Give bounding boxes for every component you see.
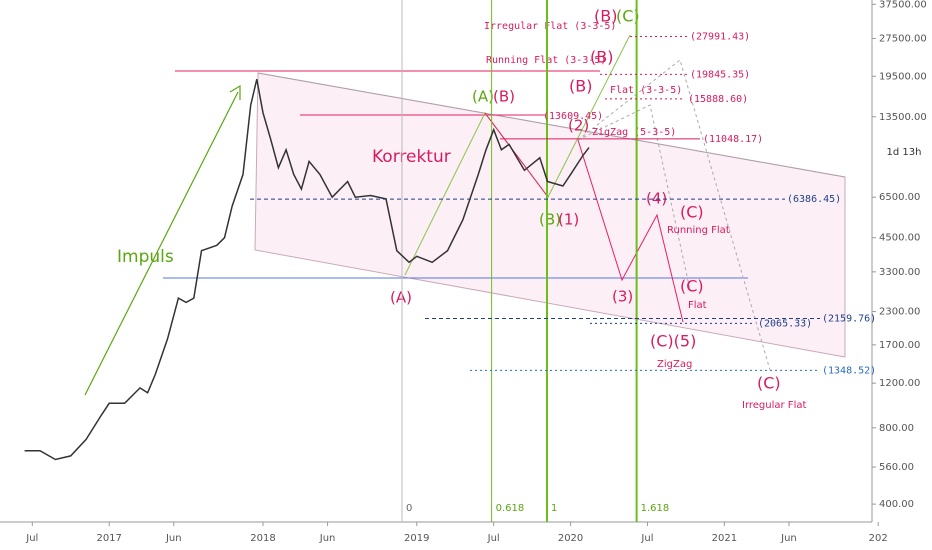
level-label: (13609.45): [543, 111, 603, 122]
projection-alt: [577, 59, 771, 371]
fib-label: 1.618: [641, 503, 670, 514]
x-tick-label: 2018: [250, 533, 275, 544]
y-tick-label: 560.00: [879, 462, 914, 473]
annotation: (A): [472, 88, 494, 106]
x-tick-label: Jul: [25, 533, 38, 544]
y-tick-label: 37500.00: [879, 0, 927, 10]
level-label: (2065.33): [758, 318, 812, 329]
annotation: (A): [390, 289, 412, 307]
x-tick-label: Jun: [319, 533, 336, 544]
annotation: (C): [680, 203, 704, 222]
level-label: (1348.52): [822, 365, 876, 376]
annotation: (B): [569, 77, 592, 96]
impuls-arrow: [84, 91, 239, 396]
annotation: (B): [539, 211, 561, 229]
level-label: (27991.43): [690, 32, 750, 43]
y-tick-label: 1200.00: [879, 378, 920, 389]
level-label: (2159.76): [822, 313, 876, 324]
price-line: [24, 79, 590, 461]
y-tick-label: 6500.00: [879, 192, 920, 203]
y-tick-label: 3300.00: [879, 267, 920, 278]
countdown: 1d 13h: [887, 147, 922, 158]
annotation: (3): [612, 288, 633, 306]
annotation: Impuls: [117, 247, 174, 267]
x-tick-label: Jul: [640, 533, 653, 544]
annotation: (B): [590, 48, 613, 67]
level-label: (19845.35): [690, 69, 750, 80]
annotation: (C): [680, 277, 704, 296]
x-tick-label: Jun: [780, 533, 797, 544]
annotation: ZigZag (5-3-5): [592, 127, 676, 138]
annotation: (C): [757, 374, 781, 393]
fib-label: 0.618: [496, 503, 525, 514]
y-tick-label: 400.00: [879, 499, 914, 510]
annotation: (1): [558, 211, 579, 229]
fib-label: 0: [406, 503, 412, 514]
annotation: Running Flat: [667, 225, 730, 236]
annotation: ZigZag: [657, 359, 692, 370]
y-tick-label: 13500.00: [879, 112, 927, 123]
annotation: (C): [616, 7, 640, 26]
annotation: Irregular Flat: [742, 400, 806, 411]
x-tick-label: Jun: [165, 533, 182, 544]
level-label: (6386.45): [787, 194, 841, 205]
projection-alt: [577, 104, 691, 291]
x-tick-label: 2020: [558, 533, 583, 544]
level-label: (11048.17): [703, 134, 763, 145]
x-tick-label: 2019: [404, 533, 429, 544]
annotation: (B): [594, 7, 617, 26]
y-tick-label: 27500.00: [879, 33, 927, 44]
y-tick-label: 19500.00: [879, 71, 927, 82]
annotation: (2): [568, 117, 589, 135]
annotation: Flat (3-3-5): [610, 85, 682, 96]
x-tick-label: 2021: [712, 533, 737, 544]
annotation: Irregular Flat (3-3-5): [484, 21, 616, 32]
arrow-head: [229, 84, 241, 100]
wave-line: [484, 112, 549, 198]
annotation: (C)(5): [650, 332, 696, 351]
y-tick-label: 800.00: [879, 423, 914, 434]
y-tick-label: 1700.00: [879, 340, 920, 351]
y-tick-label: 2300.00: [879, 307, 920, 318]
level-label: (15888.60): [688, 94, 748, 105]
fib-label: 1: [551, 503, 557, 514]
annotation: (4): [646, 190, 667, 208]
x-tick-label: 202: [869, 533, 888, 544]
annotation: Flat: [688, 300, 707, 311]
projection: [577, 139, 684, 323]
y-tick-label: 4500.00: [879, 233, 920, 244]
channel-top: [257, 72, 846, 178]
x-tick-label: 2017: [96, 533, 121, 544]
annotation: (B): [493, 88, 515, 106]
x-tick-label: Jul: [487, 533, 500, 544]
annotation: Korrektur: [372, 147, 451, 167]
